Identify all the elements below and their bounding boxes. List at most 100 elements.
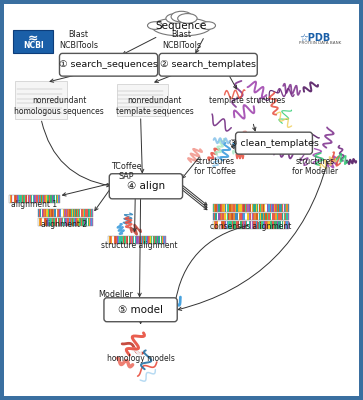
Bar [257, 221, 258, 229]
Bar [55, 194, 56, 203]
Bar [239, 221, 240, 229]
Bar [65, 209, 66, 217]
Bar [74, 218, 76, 226]
Bar [275, 221, 277, 229]
Bar [68, 218, 69, 226]
Bar [134, 236, 135, 244]
Bar [223, 221, 224, 229]
Bar [139, 236, 140, 244]
Bar [54, 218, 55, 226]
Text: ☆PDB: ☆PDB [299, 32, 330, 42]
Bar [37, 194, 38, 203]
Bar [220, 204, 221, 212]
Bar [91, 218, 93, 226]
Bar [157, 236, 158, 244]
Bar [248, 221, 249, 229]
Bar [278, 213, 279, 220]
Text: ① search_sequences: ① search_sequences [59, 60, 158, 69]
Bar [152, 236, 154, 244]
Bar [271, 204, 272, 212]
Bar [142, 236, 143, 244]
Bar [30, 194, 31, 203]
Bar [236, 221, 238, 229]
Bar [86, 218, 87, 226]
Bar [47, 194, 48, 203]
Bar [61, 218, 62, 226]
FancyBboxPatch shape [109, 174, 183, 199]
Bar [246, 213, 247, 220]
Bar [44, 194, 45, 203]
Bar [243, 204, 245, 212]
Bar [265, 204, 267, 212]
Bar [111, 236, 112, 244]
Bar [128, 236, 129, 244]
Bar [285, 221, 286, 229]
Bar [232, 221, 233, 229]
Bar [238, 221, 239, 229]
Bar [250, 213, 252, 220]
Bar [32, 194, 33, 203]
Text: Blast
NCBITools: Blast NCBITools [59, 30, 98, 50]
Bar [245, 213, 246, 220]
Bar [82, 209, 83, 217]
Text: structures
for TCoffee: structures for TCoffee [195, 157, 236, 176]
Bar [116, 236, 117, 244]
Bar [78, 209, 79, 217]
Bar [243, 221, 245, 229]
Bar [56, 194, 57, 203]
Bar [218, 221, 220, 229]
Bar [214, 204, 215, 212]
Bar [24, 194, 25, 203]
Bar [72, 209, 73, 217]
Bar [286, 213, 287, 220]
Text: Modeller: Modeller [98, 290, 133, 299]
Bar [132, 236, 133, 244]
Bar [249, 213, 250, 220]
Bar [51, 209, 52, 217]
Bar [275, 204, 277, 212]
Bar [159, 236, 160, 244]
Bar [265, 221, 267, 229]
Bar [161, 236, 162, 244]
Bar [270, 204, 271, 212]
Bar [124, 236, 125, 244]
Bar [231, 213, 232, 220]
Bar [64, 218, 65, 226]
Bar [121, 236, 122, 244]
Bar [217, 221, 218, 229]
Bar [150, 236, 151, 244]
Bar [114, 236, 115, 244]
Bar [274, 213, 275, 220]
Bar [38, 218, 93, 226]
Bar [125, 236, 126, 244]
Bar [250, 204, 252, 212]
Bar [46, 194, 47, 203]
Bar [86, 209, 87, 217]
Bar [228, 221, 229, 229]
Bar [227, 213, 228, 220]
Bar [44, 209, 45, 217]
Bar [42, 209, 43, 217]
Bar [275, 213, 277, 220]
Bar [270, 213, 271, 220]
Bar [115, 236, 116, 244]
Bar [64, 209, 65, 217]
Bar [240, 204, 242, 212]
Bar [38, 218, 93, 226]
Text: PROTEIN DATA BANK: PROTEIN DATA BANK [299, 41, 341, 45]
Bar [224, 213, 225, 220]
Bar [109, 236, 110, 244]
Bar [242, 213, 243, 220]
Bar [285, 204, 286, 212]
Bar [82, 218, 83, 226]
Bar [213, 204, 289, 212]
Bar [126, 236, 127, 244]
Bar [148, 236, 149, 244]
Bar [108, 236, 166, 244]
Bar [62, 218, 63, 226]
Bar [252, 221, 253, 229]
Text: nonredundant
template sequences: nonredundant template sequences [116, 96, 193, 116]
Text: Blast
NCBITools: Blast NCBITools [162, 30, 201, 50]
Bar [79, 209, 80, 217]
Bar [260, 204, 261, 212]
